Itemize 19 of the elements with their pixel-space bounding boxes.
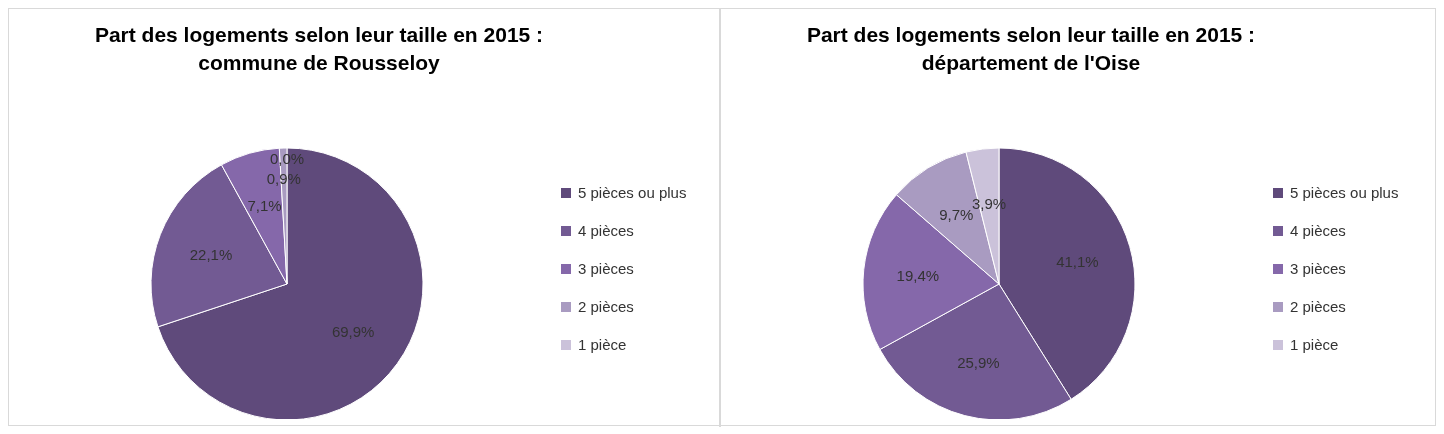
legend-label: 2 pièces [1290, 297, 1346, 317]
legend-label: 3 pièces [1290, 259, 1346, 279]
legend-label: 1 pièce [1290, 335, 1339, 355]
data-label: 19,4% [896, 266, 940, 284]
legend-label: 1 pièce [578, 335, 627, 355]
data-label: 22,1% [189, 245, 233, 263]
chart-title: Part des logements selon leur taille en 2015 : département de l'Oise [805, 22, 1257, 76]
data-label: 25,9% [957, 354, 1000, 372]
legend-label: 4 pièces [1290, 221, 1346, 241]
legend-label: 2 pièces [578, 297, 634, 317]
legend-label: 5 pièces ou plus [578, 183, 687, 203]
legend-label: 5 pièces ou plus [1290, 183, 1399, 203]
chart-title: Part des logements selon leur taille en 2015 : commune de Rousseloy [93, 22, 545, 76]
data-label: 7,1% [247, 197, 282, 215]
data-label: 9,7% [939, 205, 974, 223]
data-label: 69,9% [331, 323, 375, 341]
data-label: 41,1% [1056, 252, 1099, 270]
legend-label: 4 pièces [578, 221, 634, 241]
legend-label: 3 pièces [578, 259, 634, 279]
